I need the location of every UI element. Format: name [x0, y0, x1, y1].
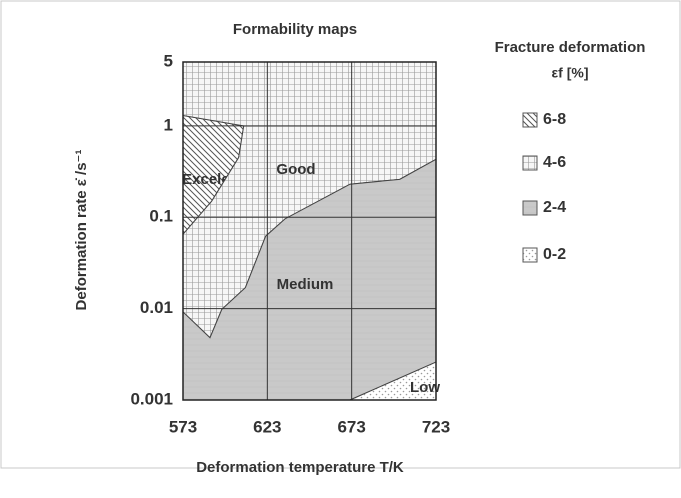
legend-swatch	[522, 112, 538, 128]
legend-label: 6-8	[543, 111, 566, 128]
x-tick-label: 723	[422, 417, 450, 436]
x-tick-label: 623	[253, 417, 281, 436]
chart-title: Formability maps	[233, 21, 357, 38]
legend-swatch	[522, 155, 538, 171]
y-tick-label: 0.001	[130, 389, 173, 408]
legend-label: 2-4	[543, 199, 566, 216]
y-tick-label: 0.1	[149, 207, 173, 226]
legend-swatch	[522, 200, 538, 216]
y-tick-label: 5	[164, 51, 173, 70]
y-tick-label: 0.01	[140, 298, 173, 317]
legend-label: 0-2	[543, 246, 566, 263]
y-tick-label: 1	[164, 115, 173, 134]
legend-swatch	[522, 247, 538, 263]
region-label: Low	[410, 379, 440, 396]
plot-border	[182, 61, 437, 401]
legend-title: Fracture deformation	[495, 39, 646, 56]
region-label: Good	[276, 161, 315, 178]
x-tick-label: 673	[337, 417, 365, 436]
frame	[0, 0, 681, 469]
legend-subtitle: εf [%]	[552, 65, 589, 81]
y-axis-label: Deformation rate ε̇ /s⁻¹	[73, 150, 90, 311]
x-tick-label: 573	[169, 417, 197, 436]
x-axis-label: Deformation temperature T/K	[196, 459, 404, 476]
region-label: Medium	[277, 276, 334, 293]
legend-label: 4-6	[543, 154, 566, 171]
